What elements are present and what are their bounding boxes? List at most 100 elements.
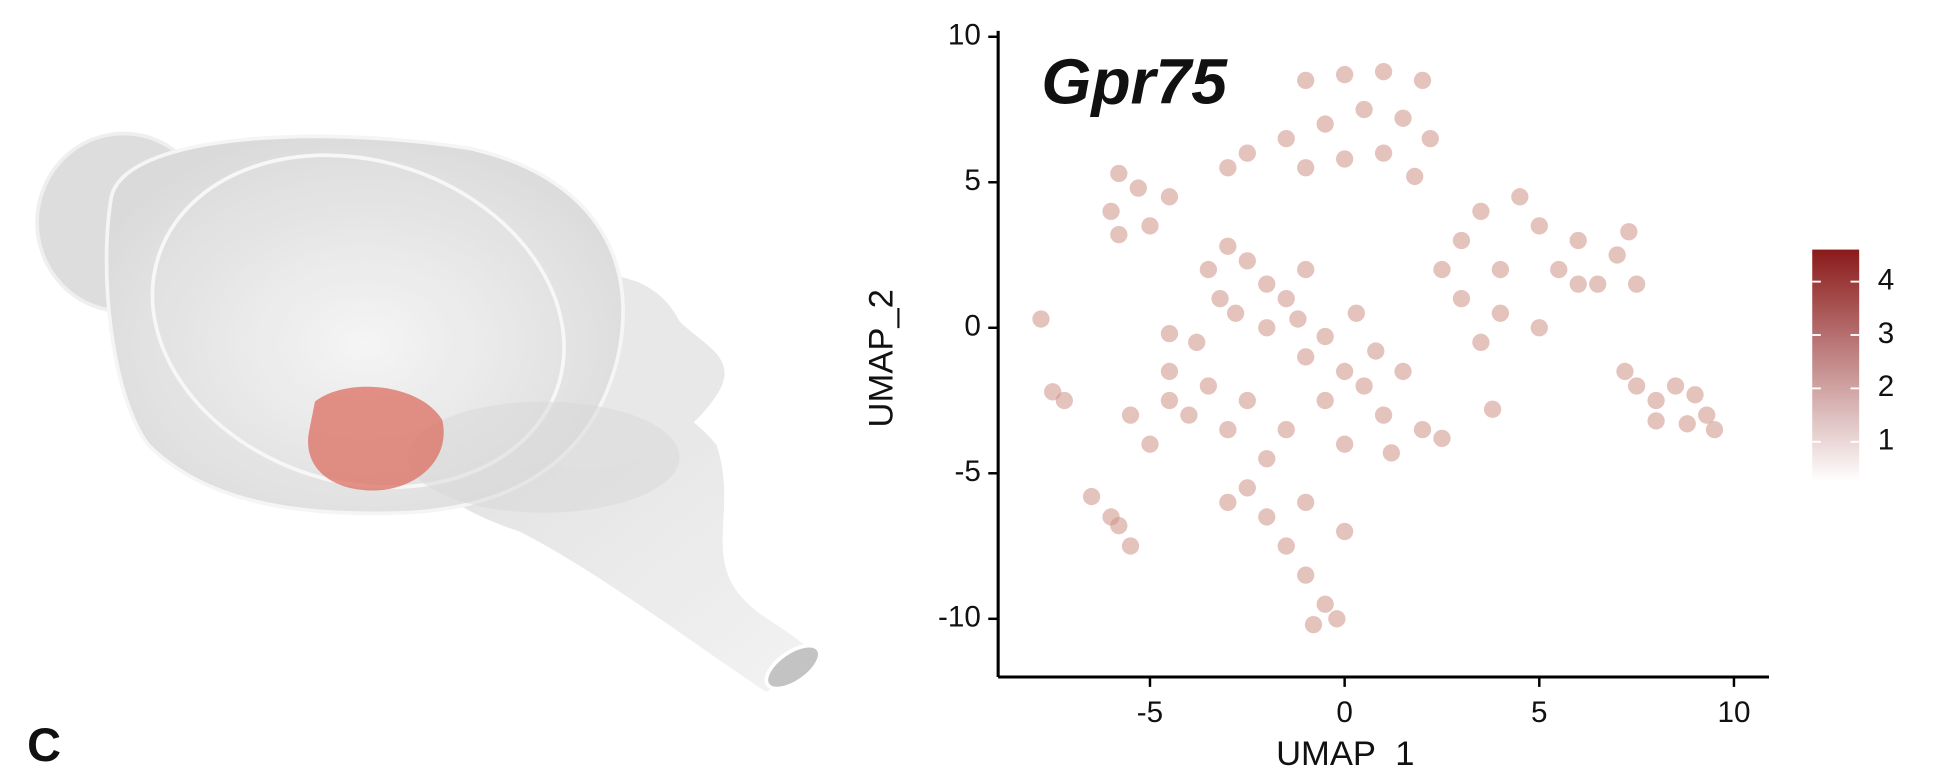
point: [1188, 333, 1206, 351]
point: [1121, 537, 1140, 555]
point: [1129, 179, 1147, 197]
x-axis-label: UMAP_1: [1276, 735, 1414, 766]
point: [1421, 129, 1439, 148]
point: [1433, 429, 1451, 448]
point: [1491, 260, 1510, 279]
point: [1433, 260, 1451, 279]
y-axis-label: UMAP_2: [862, 289, 900, 427]
point: [1160, 188, 1179, 206]
point: [1277, 420, 1295, 439]
point: [1335, 522, 1354, 541]
chart-title: Gpr75: [1041, 45, 1228, 117]
point: [1335, 435, 1354, 453]
point: [1472, 202, 1490, 221]
y-tick-label: -5: [955, 455, 981, 488]
point: [1238, 479, 1256, 497]
point: [1160, 362, 1179, 381]
point: [1258, 319, 1276, 337]
point: [1316, 595, 1334, 613]
point: [1277, 290, 1295, 308]
point: [1705, 420, 1724, 439]
y-tick-label: -10: [938, 601, 981, 634]
point: [1374, 63, 1393, 81]
point: [1355, 100, 1373, 119]
point: [1219, 159, 1237, 177]
point: [1199, 260, 1218, 279]
point: [1335, 150, 1354, 168]
point: [1472, 333, 1490, 351]
x-tick-label: 5: [1531, 696, 1547, 729]
point: [1511, 188, 1529, 206]
point: [1616, 362, 1634, 381]
point: [1277, 129, 1295, 148]
point: [1589, 275, 1607, 293]
point: [1382, 444, 1401, 462]
point: [1666, 377, 1685, 395]
point: [1335, 362, 1354, 381]
point: [1110, 226, 1128, 244]
point: [1304, 615, 1323, 634]
point: [1141, 217, 1159, 235]
point: [1219, 493, 1237, 512]
colorbar-tick-label: 2: [1878, 370, 1894, 403]
point: [1686, 386, 1704, 404]
point: [1698, 406, 1716, 424]
y-tick-label: 10: [948, 19, 981, 52]
point: [1367, 342, 1385, 360]
point: [1569, 275, 1587, 293]
colorbar-tick-label: 1: [1878, 424, 1894, 457]
point: [1569, 231, 1587, 250]
x-tick-label: 10: [1717, 696, 1750, 729]
point: [1355, 377, 1373, 395]
point: [1394, 362, 1412, 381]
point: [1608, 246, 1626, 264]
spinal-cord-end: [764, 643, 822, 691]
point: [1032, 310, 1050, 328]
point: [1491, 304, 1510, 322]
point: [1316, 115, 1334, 133]
colorbar-tick-label: 3: [1878, 317, 1894, 350]
point: [1413, 420, 1432, 439]
point: [1277, 537, 1295, 555]
point: [1328, 610, 1346, 628]
point: [1110, 164, 1128, 183]
panel-label: C: [27, 719, 61, 766]
point: [1316, 327, 1334, 346]
point: [1258, 275, 1276, 293]
point: [1550, 260, 1568, 279]
point: [1483, 400, 1502, 418]
colorbar: [1812, 249, 1860, 482]
brain-illustration: [35, 131, 822, 692]
point: [1297, 159, 1315, 177]
point: [1289, 310, 1307, 328]
point: [1226, 304, 1245, 322]
point: [1347, 304, 1365, 322]
point: [1219, 237, 1237, 255]
point: [1335, 65, 1354, 84]
point: [1121, 406, 1140, 424]
point: [1452, 231, 1471, 250]
point: [1211, 290, 1229, 308]
point: [1297, 566, 1315, 584]
cortex: [104, 134, 625, 516]
point: [1238, 144, 1256, 162]
x-tick-label: -5: [1137, 696, 1163, 729]
point: [1199, 377, 1218, 395]
point: [1258, 508, 1276, 526]
cortex-outline: [150, 153, 566, 490]
point: [1647, 412, 1665, 430]
point: [1452, 290, 1471, 308]
point: [1297, 493, 1315, 512]
highlighted-region: [308, 386, 444, 491]
y-tick-label: 5: [964, 164, 980, 197]
point: [1180, 406, 1198, 424]
point: [1297, 71, 1315, 90]
point: [1374, 406, 1393, 424]
point: [1082, 487, 1101, 506]
point: [1219, 420, 1237, 439]
point: [1258, 450, 1276, 468]
point: [1055, 391, 1073, 410]
x-tick-label: 0: [1336, 696, 1352, 729]
colorbar-tick-label: 4: [1878, 263, 1894, 296]
point: [1160, 391, 1179, 410]
